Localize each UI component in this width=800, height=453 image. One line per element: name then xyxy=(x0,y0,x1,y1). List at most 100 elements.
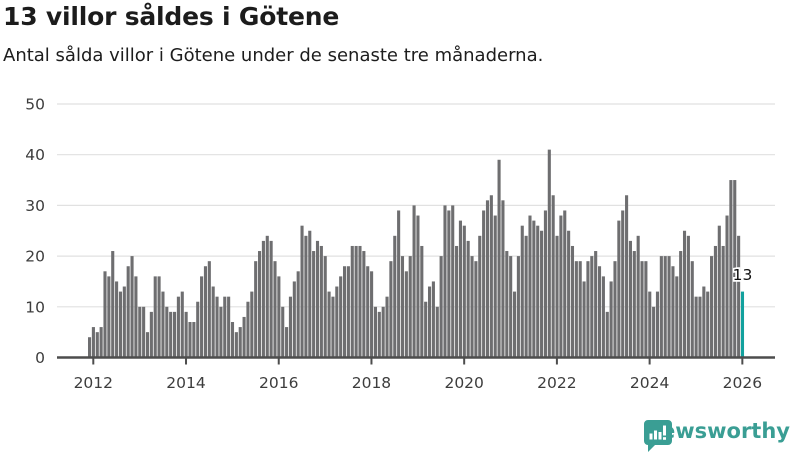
bar xyxy=(103,271,107,358)
bar xyxy=(91,327,95,358)
chart-title: 13 villor såldes i Götene xyxy=(3,2,340,31)
bar xyxy=(710,256,714,358)
bar xyxy=(261,240,265,358)
bar xyxy=(126,266,130,358)
bar xyxy=(315,240,320,358)
bar xyxy=(165,306,169,358)
bar xyxy=(489,195,493,358)
bar xyxy=(431,281,435,358)
bar xyxy=(115,281,119,358)
logo-bar-3 xyxy=(658,432,662,440)
bar xyxy=(273,261,277,358)
newsworthy-logo: Newsworthy xyxy=(643,419,790,452)
bar xyxy=(582,281,586,358)
bar xyxy=(567,230,571,358)
bar xyxy=(393,235,397,358)
bar xyxy=(447,210,451,358)
bar xyxy=(161,291,165,358)
bar xyxy=(625,195,629,358)
bar xyxy=(111,251,115,358)
bar xyxy=(335,286,339,358)
x-tick-label: 2016 xyxy=(259,374,298,392)
highlighted-bar xyxy=(740,291,745,358)
bar xyxy=(254,261,258,358)
bar xyxy=(458,220,462,358)
bar xyxy=(590,256,594,358)
bar xyxy=(339,276,343,358)
bar xyxy=(420,245,424,358)
bar xyxy=(478,235,482,358)
bar xyxy=(145,332,150,358)
bar xyxy=(219,306,223,358)
bar xyxy=(250,291,254,358)
bar xyxy=(524,235,528,358)
bar xyxy=(597,266,602,358)
bar xyxy=(725,215,729,358)
bar xyxy=(408,256,412,358)
bar xyxy=(632,251,636,358)
bar xyxy=(466,240,470,358)
bar xyxy=(138,306,142,358)
bar xyxy=(628,240,632,358)
bar xyxy=(296,271,300,358)
bar xyxy=(366,266,370,358)
bar xyxy=(142,306,146,358)
bar xyxy=(427,286,432,358)
bar xyxy=(389,261,393,358)
bar xyxy=(706,291,710,358)
bar xyxy=(184,311,188,358)
bar xyxy=(215,296,219,358)
bar xyxy=(679,251,683,358)
bar xyxy=(540,230,544,358)
bar xyxy=(373,306,377,358)
bar xyxy=(636,235,640,358)
bar xyxy=(470,256,474,358)
bar xyxy=(516,256,520,358)
bar xyxy=(462,225,466,358)
bar xyxy=(342,266,347,358)
bar xyxy=(238,327,242,358)
bar xyxy=(412,205,416,358)
logo-bar-1 xyxy=(649,433,653,440)
bar xyxy=(265,235,269,358)
bar xyxy=(474,261,478,358)
bar xyxy=(169,311,173,358)
y-tick-label: 30 xyxy=(25,197,45,215)
bar xyxy=(512,291,517,358)
bar xyxy=(485,200,490,358)
bar xyxy=(188,322,192,358)
bar xyxy=(671,266,675,358)
bar xyxy=(547,149,551,358)
bar xyxy=(721,245,725,358)
bar xyxy=(350,245,354,358)
bar xyxy=(157,276,161,358)
bar xyxy=(682,230,687,358)
logo-exclamation-stem xyxy=(663,425,667,436)
bar xyxy=(354,245,358,358)
bar xyxy=(234,332,238,358)
bar xyxy=(482,210,486,358)
x-tick-label: 2020 xyxy=(444,374,483,392)
bar xyxy=(563,210,567,358)
bar xyxy=(617,220,621,358)
bar xyxy=(686,235,690,358)
bar xyxy=(443,205,447,358)
bar xyxy=(370,271,374,358)
bar xyxy=(648,291,652,358)
bar xyxy=(501,200,505,358)
bar xyxy=(605,311,609,358)
bar xyxy=(543,210,547,358)
bar xyxy=(729,180,733,358)
bar xyxy=(655,291,660,358)
bar xyxy=(404,271,408,358)
bar xyxy=(609,281,613,358)
bar xyxy=(223,296,227,358)
bar xyxy=(586,261,590,358)
y-tick-label: 20 xyxy=(25,248,45,266)
y-tick-label: 40 xyxy=(25,146,45,164)
bar xyxy=(331,296,335,358)
bar xyxy=(358,245,362,358)
x-tick-label: 2022 xyxy=(537,374,576,392)
